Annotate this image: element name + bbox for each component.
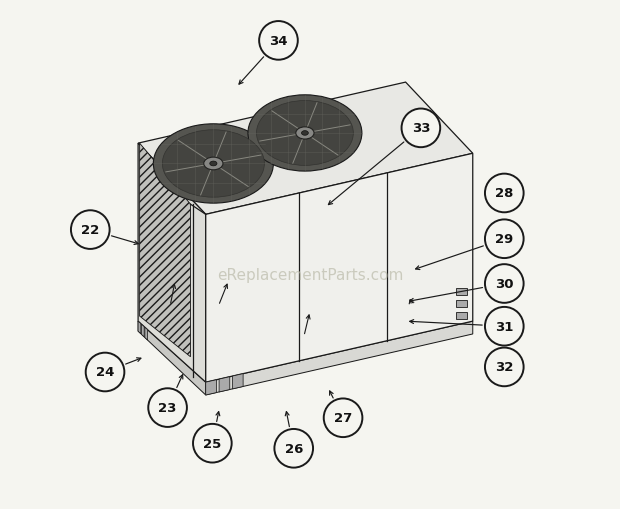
Polygon shape bbox=[219, 377, 230, 392]
Ellipse shape bbox=[210, 162, 217, 166]
Circle shape bbox=[259, 22, 298, 61]
Polygon shape bbox=[232, 374, 243, 389]
Text: 34: 34 bbox=[269, 35, 288, 48]
Text: 27: 27 bbox=[334, 411, 352, 425]
Circle shape bbox=[485, 220, 524, 259]
Polygon shape bbox=[138, 83, 473, 215]
Text: 23: 23 bbox=[158, 401, 177, 414]
Text: eReplacementParts.com: eReplacementParts.com bbox=[217, 267, 403, 282]
Circle shape bbox=[485, 174, 524, 213]
Text: 31: 31 bbox=[495, 320, 513, 333]
Circle shape bbox=[485, 307, 524, 346]
Circle shape bbox=[275, 429, 313, 468]
Circle shape bbox=[71, 211, 110, 249]
Polygon shape bbox=[140, 144, 190, 357]
Circle shape bbox=[148, 388, 187, 427]
Text: 28: 28 bbox=[495, 187, 513, 200]
Polygon shape bbox=[206, 154, 473, 382]
Polygon shape bbox=[138, 322, 141, 334]
Circle shape bbox=[193, 424, 232, 463]
Ellipse shape bbox=[248, 96, 362, 172]
Polygon shape bbox=[138, 322, 206, 395]
Text: 25: 25 bbox=[203, 437, 221, 450]
Text: 24: 24 bbox=[96, 366, 114, 379]
Text: 29: 29 bbox=[495, 233, 513, 246]
Text: 32: 32 bbox=[495, 361, 513, 374]
Polygon shape bbox=[206, 380, 216, 395]
Ellipse shape bbox=[204, 158, 223, 171]
Ellipse shape bbox=[301, 131, 308, 136]
Ellipse shape bbox=[257, 101, 353, 166]
Bar bbox=[456, 313, 467, 320]
Circle shape bbox=[485, 265, 524, 303]
Bar bbox=[456, 300, 467, 307]
Ellipse shape bbox=[153, 125, 273, 204]
Circle shape bbox=[86, 353, 125, 391]
Bar bbox=[456, 288, 467, 295]
Polygon shape bbox=[138, 144, 206, 382]
Ellipse shape bbox=[162, 130, 264, 198]
Circle shape bbox=[485, 348, 524, 386]
Text: 30: 30 bbox=[495, 277, 513, 291]
Text: 22: 22 bbox=[81, 223, 99, 237]
Text: 33: 33 bbox=[412, 122, 430, 135]
Circle shape bbox=[402, 109, 440, 148]
Circle shape bbox=[324, 399, 362, 437]
Polygon shape bbox=[145, 328, 148, 341]
Ellipse shape bbox=[296, 128, 314, 140]
Polygon shape bbox=[206, 322, 473, 395]
Text: 26: 26 bbox=[285, 442, 303, 455]
Polygon shape bbox=[141, 325, 144, 337]
